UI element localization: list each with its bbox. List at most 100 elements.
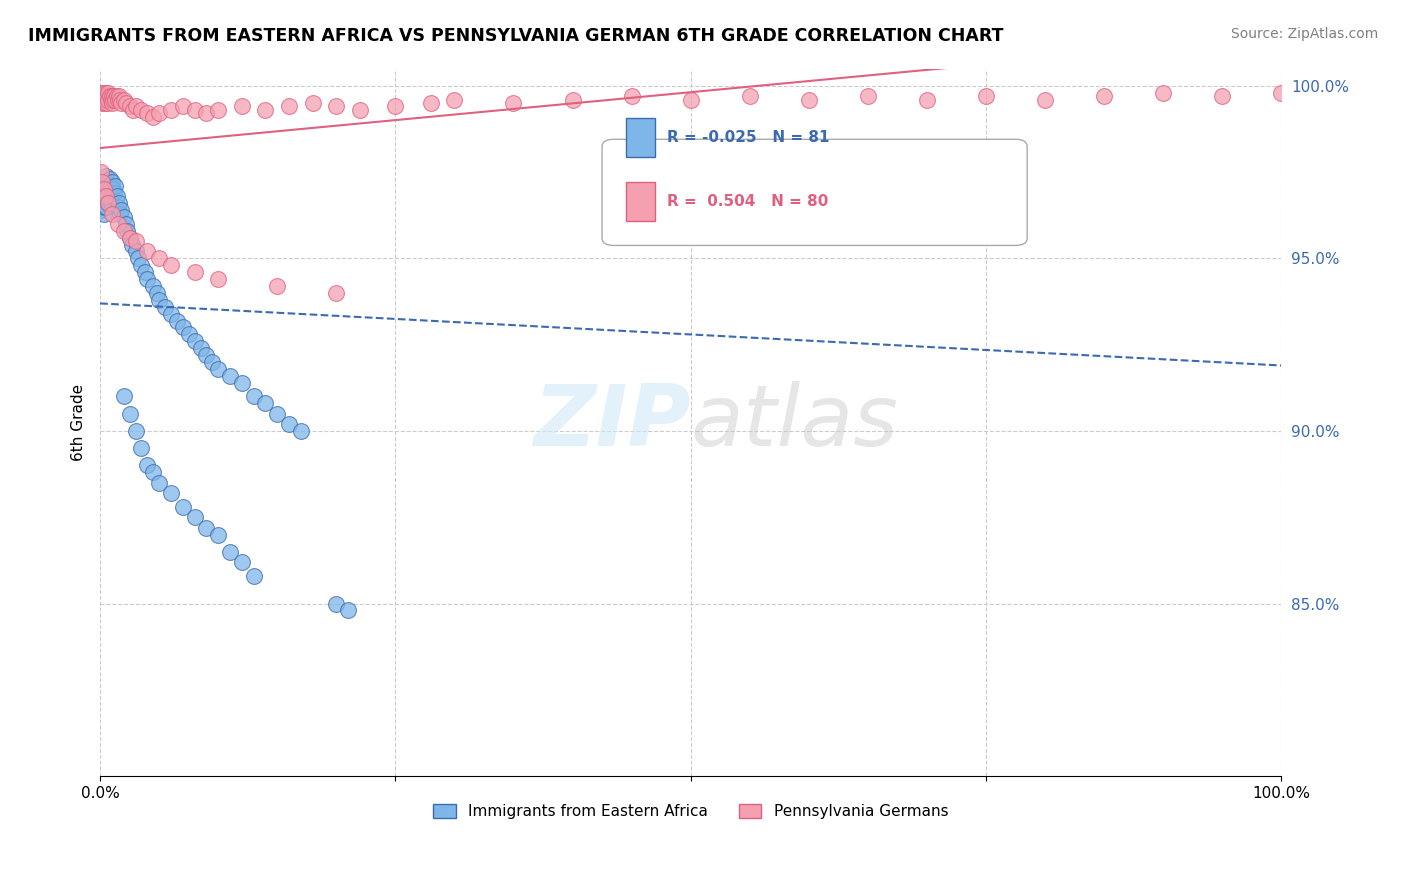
Point	[112, 389, 135, 403]
Point	[266, 407, 288, 421]
Point	[107, 200, 129, 214]
Point	[101, 182, 124, 196]
Point	[190, 341, 212, 355]
Y-axis label: 6th Grade: 6th Grade	[72, 384, 86, 461]
Point	[93, 93, 115, 107]
Point	[97, 196, 120, 211]
Point	[94, 189, 117, 203]
Point	[207, 527, 229, 541]
Point	[325, 597, 347, 611]
Bar	[626, 182, 655, 220]
Point	[349, 103, 371, 117]
Point	[136, 106, 159, 120]
Point	[108, 206, 131, 220]
Point	[266, 279, 288, 293]
Point	[96, 176, 118, 190]
Point	[443, 93, 465, 107]
Point	[112, 93, 135, 107]
Point	[679, 93, 702, 107]
Point	[90, 165, 112, 179]
Point	[160, 307, 183, 321]
Point	[166, 313, 188, 327]
Point	[110, 202, 132, 217]
Point	[101, 93, 124, 107]
Point	[172, 320, 194, 334]
Point	[91, 176, 114, 190]
Point	[93, 86, 115, 100]
Point	[136, 272, 159, 286]
Point	[195, 521, 218, 535]
Point	[118, 99, 141, 113]
Point	[131, 103, 153, 117]
Point	[278, 99, 301, 113]
Point	[301, 96, 323, 111]
Point	[93, 182, 115, 196]
Point	[117, 224, 139, 238]
Point	[90, 202, 112, 217]
Point	[101, 176, 124, 190]
Point	[797, 93, 820, 107]
Point	[337, 603, 360, 617]
Point	[107, 217, 129, 231]
Point	[94, 169, 117, 183]
Text: R = -0.025   N = 81: R = -0.025 N = 81	[666, 129, 830, 145]
Point	[100, 93, 122, 107]
Point	[561, 93, 583, 107]
Point	[94, 86, 117, 100]
Point	[207, 103, 229, 117]
Point	[195, 106, 218, 120]
Point	[90, 189, 112, 203]
Point	[856, 89, 879, 103]
Point	[90, 196, 112, 211]
Point	[93, 193, 115, 207]
Point	[127, 252, 149, 266]
Point	[325, 99, 347, 113]
Point	[107, 93, 129, 107]
Point	[183, 334, 205, 349]
Point	[91, 176, 114, 190]
Point	[118, 230, 141, 244]
Point	[104, 178, 127, 193]
Point	[148, 475, 170, 490]
Point	[94, 89, 117, 103]
Point	[115, 217, 138, 231]
Point	[177, 327, 200, 342]
Text: ZIP: ZIP	[533, 381, 690, 464]
Point	[148, 106, 170, 120]
Point	[131, 442, 153, 456]
Point	[94, 200, 117, 214]
FancyBboxPatch shape	[602, 139, 1028, 245]
Point	[104, 93, 127, 107]
Point	[105, 189, 128, 203]
Point	[108, 196, 131, 211]
Point	[201, 355, 224, 369]
Point	[97, 86, 120, 100]
Point	[91, 96, 114, 111]
Point	[231, 555, 253, 569]
Point	[242, 389, 264, 403]
Point	[110, 96, 132, 111]
Point	[502, 96, 524, 111]
Point	[153, 300, 176, 314]
Point	[278, 417, 301, 431]
Point	[242, 569, 264, 583]
Point	[183, 510, 205, 524]
Point	[96, 189, 118, 203]
Point	[94, 96, 117, 111]
Point	[97, 196, 120, 211]
Point	[419, 96, 441, 111]
Point	[91, 189, 114, 203]
Point	[91, 89, 114, 103]
Point	[136, 244, 159, 259]
Point	[97, 93, 120, 107]
Point	[325, 285, 347, 300]
Point	[100, 178, 122, 193]
Point	[94, 178, 117, 193]
Point	[118, 407, 141, 421]
Point	[231, 376, 253, 390]
Point	[195, 348, 218, 362]
Point	[103, 89, 125, 103]
Point	[124, 244, 146, 259]
Point	[136, 458, 159, 473]
Point	[103, 186, 125, 200]
